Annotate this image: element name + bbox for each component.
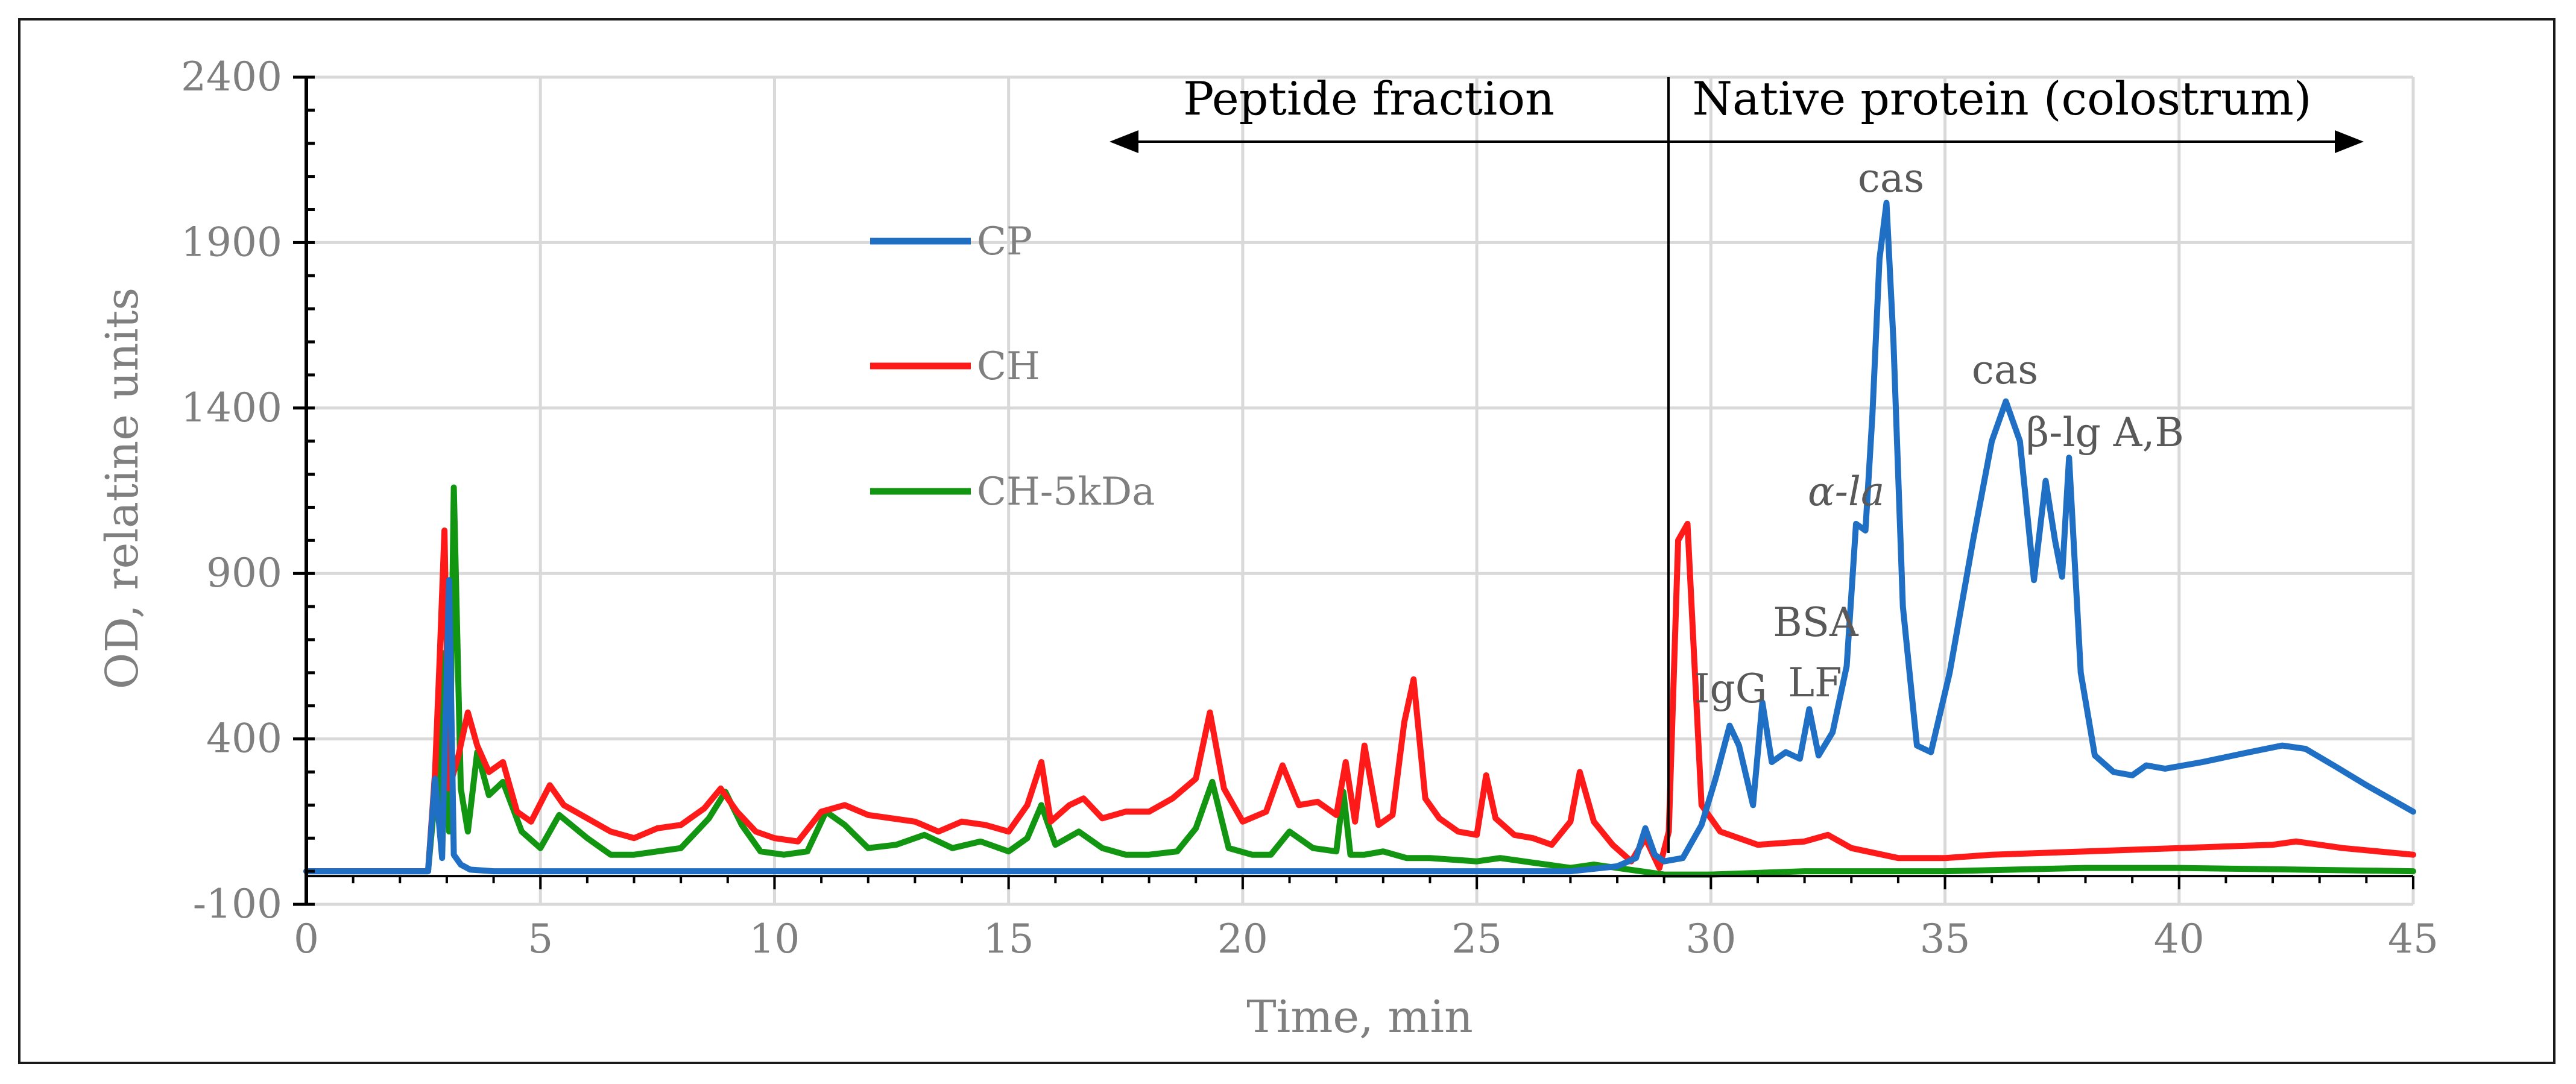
y-tick-labels: -100 400 900 1400 1900 2400 bbox=[181, 54, 282, 927]
x-tick-label: 20 bbox=[1217, 916, 1268, 962]
x-tick-label: 0 bbox=[294, 916, 319, 962]
y-tick-label: 1400 bbox=[181, 385, 282, 431]
y-tick-label: 1900 bbox=[181, 219, 282, 265]
x-tick-label: 10 bbox=[749, 916, 800, 962]
y-tick-label: 400 bbox=[206, 716, 282, 762]
y-axis-title: OD, relatine units bbox=[96, 288, 148, 689]
series-line-ch bbox=[303, 520, 2416, 875]
x-axis-title: Time, min bbox=[1246, 991, 1473, 1043]
native-arrow-head bbox=[2335, 130, 2364, 153]
annotation-alpha-la: α-la bbox=[1808, 468, 1884, 515]
x-tick-label: 30 bbox=[1685, 916, 1736, 962]
legend-label-ch: CH bbox=[977, 344, 1040, 389]
x-tick-label: 25 bbox=[1451, 916, 1502, 962]
x-tick-label: 5 bbox=[528, 916, 553, 962]
region-markers: Peptide fraction Native protein (colostr… bbox=[1110, 72, 2364, 853]
annotation-cas-2: cas bbox=[1972, 347, 2038, 393]
x-tick-labels: 0 5 10 15 20 25 30 35 40 45 bbox=[294, 916, 2439, 962]
legend: CP CH CH-5kDa bbox=[870, 219, 1155, 514]
y-tick-label: -100 bbox=[193, 881, 282, 927]
x-tick-label: 15 bbox=[983, 916, 1034, 962]
x-tick-label: 45 bbox=[2388, 916, 2439, 962]
legend-label-cp: CP bbox=[977, 219, 1032, 264]
annotation-cas-1: cas bbox=[1858, 155, 1924, 201]
annotation-lf: LF bbox=[1788, 660, 1842, 706]
series-line-cp bbox=[303, 200, 2416, 875]
annotation-beta-lg: β-lg A,B bbox=[2026, 409, 2184, 456]
annotation-bsa: BSA bbox=[1773, 599, 1859, 646]
native-protein-label: Native protein (colostrum) bbox=[1693, 72, 2312, 125]
y-tick-label: 900 bbox=[206, 550, 282, 596]
series-line-ch-5kda bbox=[303, 484, 2416, 878]
annotation-igg: IgG bbox=[1694, 666, 1767, 712]
peak-annotations: cas cas β-lg A,B α-la BSA IgG LF bbox=[1694, 155, 2183, 712]
peptide-fraction-label: Peptide fraction bbox=[1183, 72, 1555, 125]
peptide-arrow-head bbox=[1110, 130, 1138, 153]
series-layer bbox=[303, 200, 2416, 878]
axes bbox=[293, 75, 2414, 906]
legend-label-ch-5kda: CH-5kDa bbox=[977, 470, 1155, 514]
x-tick-label: 35 bbox=[1920, 916, 1971, 962]
y-tick-label: 2400 bbox=[181, 54, 282, 100]
x-tick-label: 40 bbox=[2154, 916, 2205, 962]
figure-frame bbox=[18, 18, 2555, 1064]
